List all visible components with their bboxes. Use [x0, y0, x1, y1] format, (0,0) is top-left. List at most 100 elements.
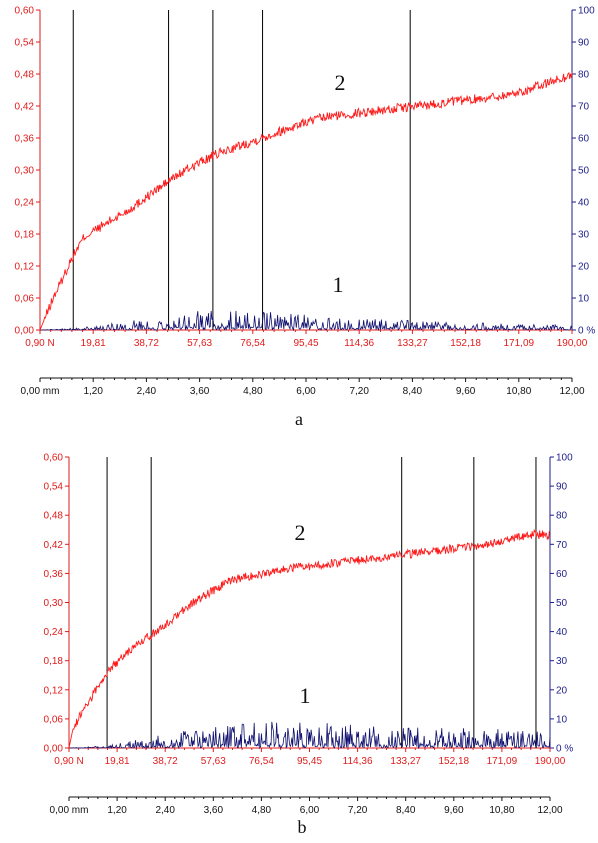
right-tick-label: 70 — [556, 540, 568, 551]
left-tick-label: 0,18 — [15, 230, 35, 241]
distance-tick-label: 2,40 — [137, 386, 157, 397]
left-tick-label: 0,60 — [44, 453, 64, 464]
load-tick-label: 57,63 — [187, 338, 212, 349]
load-tick-label: 190,00 — [535, 756, 566, 767]
left-tick-label: 0,30 — [44, 598, 64, 609]
series-2-label: 2 — [295, 520, 306, 545]
left-tick-label: 0,36 — [44, 569, 64, 580]
left-tick-label: 0,18 — [44, 656, 64, 667]
distance-tick-label: 4,80 — [252, 805, 272, 816]
left-tick-label: 0,54 — [15, 38, 35, 49]
load-tick-label: 152,18 — [439, 756, 470, 767]
distance-tick-label: 7,20 — [348, 805, 368, 816]
load-tick-label: 133,27 — [390, 756, 421, 767]
left-tick-label: 0,42 — [44, 540, 64, 551]
distance-tick-label: 4,80 — [243, 386, 263, 397]
distance-tick-label: 3,60 — [190, 386, 210, 397]
left-tick-label: 0,06 — [44, 714, 64, 725]
distance-tick-label: 8,40 — [403, 386, 423, 397]
distance-tick-label: 6,00 — [300, 805, 320, 816]
left-tick-label: 0,48 — [44, 511, 64, 522]
right-tick-label: 30 — [578, 230, 590, 241]
distance-tick-label: 12,00 — [537, 805, 562, 816]
panel-label: a — [295, 409, 303, 429]
distance-tick-label: 10,80 — [506, 386, 531, 397]
right-tick-label: 10 — [556, 714, 568, 725]
series-2-friction-line — [68, 528, 551, 749]
distance-tick-label: 9,60 — [444, 805, 464, 816]
load-tick-label: 152,18 — [450, 338, 481, 349]
load-tick-label: 0,90 N — [25, 338, 54, 349]
left-tick-label: 0,24 — [44, 627, 64, 638]
distance-tick-label: 0,00 mm — [50, 805, 89, 816]
series-1-acoustic-line — [68, 721, 551, 750]
left-tick-label: 0,06 — [15, 294, 35, 305]
load-tick-label: 57,63 — [201, 756, 226, 767]
left-tick-label: 0,24 — [15, 198, 35, 209]
load-tick-label: 190,00 — [557, 338, 588, 349]
right-tick-label: 70 — [578, 102, 590, 113]
right-tick-label: 60 — [556, 569, 568, 580]
distance-tick-label: 2,40 — [155, 805, 175, 816]
chart-panel-a: 0,00 0,06 0,12 0,18 0,24 0,30 0,36 0,42 0,48 0,54… — [15, 6, 596, 430]
left-tick-label: 0,00 — [44, 744, 64, 755]
right-tick-label: 80 — [556, 511, 568, 522]
load-tick-label: 19,81 — [105, 756, 130, 767]
left-tick-label: 0,12 — [44, 685, 64, 696]
distance-tick-label: 0,00 mm — [21, 386, 60, 397]
distance-tick-label: 7,20 — [349, 386, 369, 397]
left-tick-label: 0,60 — [15, 6, 35, 17]
right-tick-label: 90 — [578, 38, 590, 49]
right-tick-label: 50 — [556, 598, 568, 609]
load-tick-label: 38,72 — [153, 756, 178, 767]
right-tick-label: 50 — [578, 166, 590, 177]
right-tick-label: 20 — [556, 685, 568, 696]
right-tick-label: 0 % — [556, 744, 573, 755]
load-tick-label: 95,45 — [293, 338, 318, 349]
left-tick-label: 0,36 — [15, 134, 35, 145]
distance-tick-label: 8,40 — [396, 805, 416, 816]
distance-tick-label: 1,20 — [83, 386, 103, 397]
right-tick-label: 80 — [578, 70, 590, 81]
left-tick-label: 0,30 — [15, 166, 35, 177]
series-1-acoustic-line — [39, 310, 573, 332]
distance-tick-label: 12,00 — [559, 386, 584, 397]
right-tick-label: 60 — [578, 134, 590, 145]
chart-panel-b: 0,00 0,06 0,12 0,18 0,24 0,30 0,36 0,42 0,48 0,54… — [44, 453, 574, 838]
left-tick-label: 0,48 — [15, 70, 35, 81]
load-tick-label: 114,36 — [344, 338, 374, 349]
load-tick-label: 76,54 — [240, 338, 265, 349]
load-tick-label: 76,54 — [249, 756, 274, 767]
right-tick-label: 10 — [578, 294, 590, 305]
load-tick-label: 171,09 — [487, 756, 518, 767]
distance-tick-label: 9,60 — [456, 386, 476, 397]
left-tick-label: 0,54 — [44, 482, 64, 493]
left-tick-label: 0,42 — [15, 102, 35, 113]
load-tick-label: 133,27 — [397, 338, 428, 349]
right-tick-label: 100 — [556, 453, 573, 464]
left-tick-label: 0,00 — [15, 326, 35, 337]
right-tick-label: 0 % — [578, 326, 595, 337]
series-1-label: 1 — [333, 272, 344, 297]
load-tick-label: 0,90 N — [54, 756, 83, 767]
series-1-label: 1 — [300, 683, 311, 708]
left-tick-label: 0,12 — [15, 262, 35, 273]
series-2-friction-line — [39, 72, 573, 331]
distance-tick-label: 6,00 — [296, 386, 316, 397]
right-tick-label: 90 — [556, 482, 568, 493]
right-tick-label: 30 — [556, 656, 568, 667]
right-tick-label: 20 — [578, 262, 590, 273]
distance-tick-label: 10,80 — [489, 805, 514, 816]
right-tick-label: 40 — [578, 198, 590, 209]
right-tick-label: 100 — [578, 6, 595, 17]
panel-label: b — [298, 817, 307, 837]
load-tick-label: 114,36 — [343, 756, 373, 767]
distance-tick-label: 1,20 — [107, 805, 127, 816]
load-tick-label: 38,72 — [134, 338, 159, 349]
load-tick-label: 19,81 — [81, 338, 106, 349]
series-2-label: 2 — [335, 70, 346, 95]
distance-tick-label: 3,60 — [204, 805, 224, 816]
load-tick-label: 171,09 — [504, 338, 535, 349]
right-tick-label: 40 — [556, 627, 568, 638]
